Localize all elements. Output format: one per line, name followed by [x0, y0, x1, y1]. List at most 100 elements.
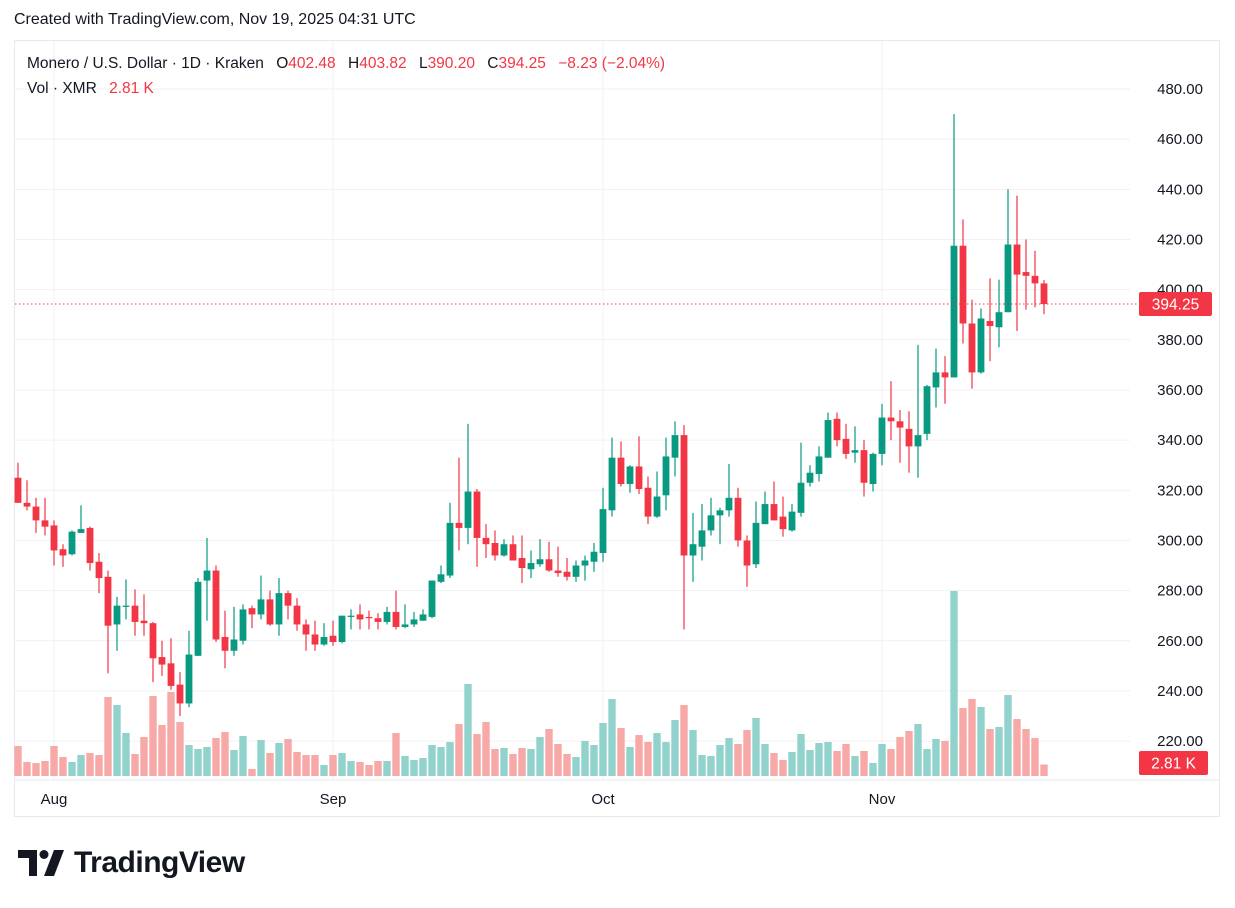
- candle[interactable]: [176, 672, 184, 716]
- candle[interactable]: [995, 279, 1003, 348]
- symbol-title[interactable]: Monero / U.S. Dollar · 1D · Kraken: [27, 55, 264, 72]
- candle[interactable]: [95, 552, 103, 594]
- candle[interactable]: [392, 590, 400, 630]
- candle[interactable]: [554, 546, 562, 577]
- candle[interactable]: [707, 497, 715, 536]
- candle[interactable]: [725, 463, 733, 517]
- candle[interactable]: [509, 535, 517, 561]
- candle[interactable]: [293, 598, 301, 631]
- candle[interactable]: [671, 421, 679, 477]
- candle[interactable]: [617, 441, 625, 487]
- candle[interactable]: [545, 541, 553, 572]
- candle[interactable]: [689, 512, 697, 582]
- candle[interactable]: [932, 348, 940, 408]
- candle[interactable]: [626, 465, 634, 493]
- candle[interactable]: [770, 481, 778, 521]
- candle[interactable]: [167, 638, 175, 690]
- candle[interactable]: [662, 437, 670, 511]
- candle[interactable]: [140, 594, 148, 636]
- candle[interactable]: [311, 620, 319, 651]
- candle[interactable]: [896, 410, 904, 463]
- candle[interactable]: [608, 437, 616, 517]
- candle[interactable]: [158, 640, 166, 676]
- candle[interactable]: [491, 530, 499, 561]
- candle[interactable]: [860, 440, 868, 497]
- candle[interactable]: [635, 436, 643, 495]
- candle[interactable]: [1031, 250, 1039, 308]
- candle[interactable]: [50, 520, 58, 566]
- volume-title[interactable]: Vol · XMR: [27, 80, 97, 97]
- candle[interactable]: [680, 425, 688, 630]
- candle[interactable]: [77, 505, 85, 533]
- candle[interactable]: [68, 530, 76, 556]
- candle[interactable]: [230, 606, 238, 656]
- candle[interactable]: [563, 557, 571, 581]
- candle[interactable]: [401, 604, 409, 629]
- candle[interactable]: [590, 542, 598, 572]
- candle[interactable]: [419, 609, 427, 621]
- candle[interactable]: [734, 487, 742, 547]
- candle[interactable]: [653, 471, 661, 518]
- candle[interactable]: [1004, 189, 1012, 313]
- candle[interactable]: [455, 457, 463, 551]
- candle[interactable]: [356, 604, 364, 630]
- candle[interactable]: [284, 590, 292, 620]
- candle[interactable]: [383, 606, 391, 625]
- candle[interactable]: [365, 610, 373, 630]
- candle[interactable]: [41, 497, 49, 536]
- candle[interactable]: [1013, 195, 1021, 332]
- tradingview-logo[interactable]: TradingView: [18, 846, 245, 880]
- candle[interactable]: [698, 504, 706, 561]
- candle[interactable]: [833, 412, 841, 447]
- candle[interactable]: [500, 539, 508, 557]
- candle[interactable]: [113, 596, 121, 651]
- candle[interactable]: [536, 539, 544, 567]
- candle[interactable]: [32, 497, 40, 533]
- candle[interactable]: [266, 590, 274, 626]
- candle[interactable]: [185, 630, 193, 708]
- candle[interactable]: [878, 403, 886, 466]
- candle[interactable]: [887, 381, 895, 441]
- candle[interactable]: [239, 604, 247, 645]
- candle[interactable]: [221, 610, 229, 669]
- candle[interactable]: [959, 219, 967, 344]
- candle[interactable]: [581, 555, 589, 581]
- candle[interactable]: [851, 426, 859, 463]
- candle[interactable]: [1040, 280, 1048, 315]
- candle[interactable]: [275, 578, 283, 636]
- candle[interactable]: [347, 609, 355, 630]
- candle[interactable]: [950, 114, 958, 378]
- candle[interactable]: [527, 550, 535, 579]
- candle[interactable]: [428, 580, 436, 619]
- candle[interactable]: [194, 578, 202, 656]
- candle[interactable]: [464, 423, 472, 545]
- candle[interactable]: [788, 504, 796, 532]
- candle[interactable]: [779, 496, 787, 537]
- candle[interactable]: [572, 560, 580, 582]
- candle[interactable]: [338, 615, 346, 644]
- candle[interactable]: [446, 502, 454, 579]
- candle[interactable]: [716, 507, 724, 545]
- candle[interactable]: [842, 423, 850, 459]
- candle[interactable]: [410, 611, 418, 627]
- candle[interactable]: [815, 446, 823, 482]
- candle[interactable]: [905, 411, 913, 473]
- candle[interactable]: [941, 356, 949, 404]
- candle[interactable]: [248, 605, 256, 629]
- candle[interactable]: [302, 619, 310, 651]
- candle[interactable]: [752, 501, 760, 569]
- candle[interactable]: [968, 299, 976, 389]
- candle[interactable]: [329, 620, 337, 646]
- candle[interactable]: [203, 537, 211, 621]
- candle[interactable]: [473, 489, 481, 567]
- candle[interactable]: [122, 579, 130, 620]
- candle[interactable]: [761, 491, 769, 525]
- candle[interactable]: [914, 344, 922, 478]
- candle[interactable]: [374, 613, 382, 630]
- candle[interactable]: [1022, 239, 1030, 310]
- candle[interactable]: [923, 384, 931, 441]
- candle[interactable]: [869, 452, 877, 492]
- candle[interactable]: [824, 412, 832, 458]
- candle[interactable]: [797, 442, 805, 517]
